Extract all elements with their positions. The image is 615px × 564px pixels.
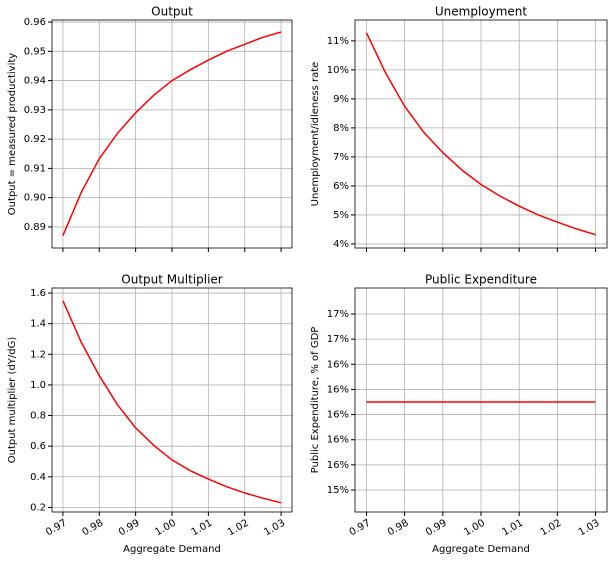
y-tick-label: 16%	[327, 359, 349, 370]
x-axis-label: Aggregate Demand	[123, 544, 221, 555]
y-axis-label: Unemployment/idleness rate	[310, 62, 321, 207]
y-tick-label: 0.90	[24, 193, 46, 204]
y-tick-label: 10%	[327, 65, 349, 76]
y-tick-label: 16%	[327, 435, 349, 446]
x-axis-label: Aggregate Demand	[432, 544, 530, 555]
x-tick-label: 1.03	[262, 518, 287, 539]
y-tick-label: 0.96	[24, 17, 46, 28]
y-tick-label: 0.94	[24, 76, 46, 87]
x-tick-label: 0.97	[44, 518, 69, 539]
y-tick-label: 8%	[333, 123, 349, 134]
x-tick-label: 0.99	[424, 518, 449, 539]
subplot-title: Output	[151, 5, 193, 19]
x-tick-label: 1.03	[577, 518, 602, 539]
subplot: 0.89 0.90 0.91 0.92 0.93 0.94 0.95 0.96 Output Ou…	[7, 5, 293, 252]
y-tick-label: 15%	[327, 485, 349, 496]
y-tick-label: 17%	[327, 309, 349, 320]
x-tick-label: 1.00	[153, 518, 178, 539]
y-tick-label: 0.89	[24, 222, 46, 233]
subplot-title: Output Multiplier	[121, 273, 222, 287]
x-tick-label: 1.02	[539, 518, 564, 539]
y-tick-label: 5%	[333, 210, 349, 221]
y-tick-label: 0.2	[30, 502, 46, 513]
axes-frame	[354, 287, 608, 513]
y-axis-label: Public Expenditure, % of GDP	[310, 327, 321, 474]
x-tick-label: 1.00	[462, 518, 487, 539]
subplot-title: Unemployment	[435, 5, 528, 19]
subplot: 4% 5% 6% 7% 8% 9% 10% 11% Unemployment Unemployme…	[310, 5, 608, 252]
y-tick-label: 0.93	[24, 105, 46, 116]
x-tick-label: 0.97	[348, 518, 373, 539]
y-tick-label: 4%	[333, 239, 349, 250]
subplot: 0.2 0.4 0.6 0.8 1.0 1.2 1.4 1.6 0.97 0.98 0.99 1.00…	[7, 273, 293, 555]
y-tick-label: 9%	[333, 94, 349, 105]
y-axis-label: Output = measured productivity	[7, 53, 18, 215]
y-tick-label: 6%	[333, 181, 349, 192]
axes-frame	[51, 287, 293, 513]
y-tick-label: 1.6	[30, 288, 46, 299]
data-line	[365, 32, 596, 236]
x-tick-label: 0.98	[80, 518, 105, 539]
y-tick-label: 0.4	[30, 472, 46, 483]
data-line	[62, 31, 282, 236]
y-tick-label: 1.0	[30, 380, 46, 391]
x-tick-label: 1.01	[190, 518, 215, 539]
x-tick-label: 0.98	[386, 518, 411, 539]
x-tick-label: 0.99	[117, 518, 142, 539]
y-tick-label: 16%	[327, 460, 349, 471]
y-tick-label: 17%	[327, 334, 349, 345]
y-tick-label: 11%	[327, 36, 349, 47]
y-tick-label: 7%	[333, 152, 349, 163]
y-tick-label: 1.4	[30, 319, 46, 330]
y-tick-label: 0.6	[30, 441, 46, 452]
axes-frame	[51, 19, 293, 249]
y-tick-label: 0.8	[30, 411, 46, 422]
y-axis-label: Output multiplier (dY/dG)	[7, 337, 18, 464]
y-tick-label: 16%	[327, 410, 349, 421]
subplot-title: Public Expenditure	[425, 273, 537, 287]
x-tick-label: 1.01	[500, 518, 525, 539]
axes-frame	[354, 19, 608, 249]
y-tick-label: 16%	[327, 384, 349, 395]
data-line	[62, 300, 282, 504]
y-tick-label: 0.95	[24, 46, 46, 57]
y-tick-label: 0.92	[24, 134, 46, 145]
subplot: 15% 16% 16% 16% 16% 16% 17% 17% 0.97 0.98 0.99 1.00…	[310, 273, 608, 555]
y-tick-label: 0.91	[24, 163, 46, 174]
y-tick-label: 1.2	[30, 349, 46, 360]
x-tick-label: 1.02	[226, 518, 251, 539]
